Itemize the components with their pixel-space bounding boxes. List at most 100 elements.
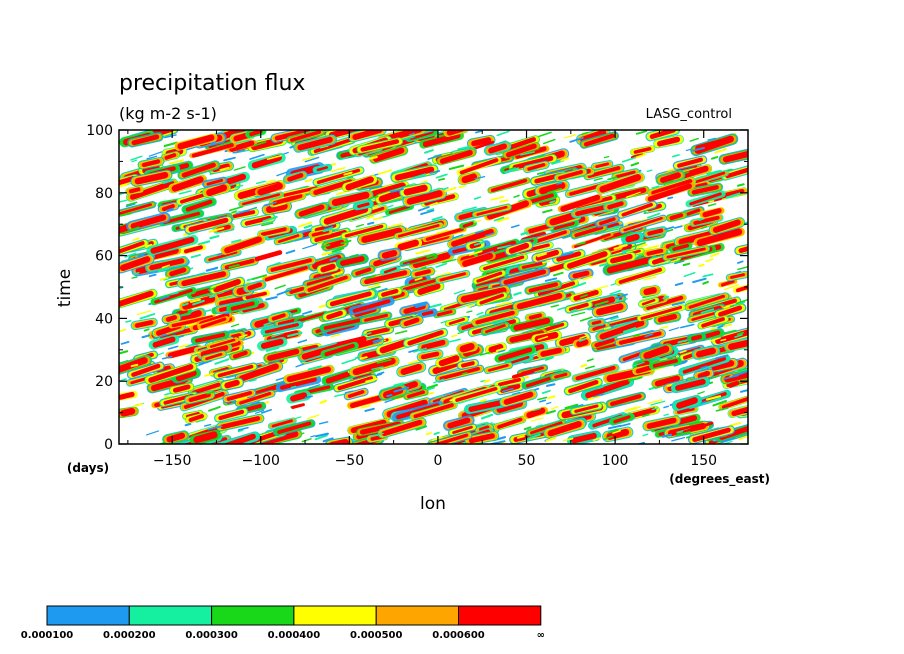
- precip-dash: [563, 134, 577, 139]
- precip-cell: [148, 364, 194, 383]
- precip-dash: [473, 219, 482, 223]
- precip-dash: [525, 433, 541, 441]
- precip-cell: [271, 419, 293, 428]
- precip-dash: [367, 282, 382, 289]
- precip-dash: [679, 350, 687, 354]
- precip-dash: [365, 377, 379, 383]
- precip-cell: [383, 267, 397, 274]
- precip-cell: [721, 396, 748, 409]
- precip-dash: [137, 253, 145, 258]
- precip-dash: [420, 180, 428, 184]
- precip-dash: [547, 395, 556, 400]
- precip-cell: [176, 309, 188, 316]
- precip-dash: [539, 399, 547, 403]
- precip-dash: [475, 130, 484, 134]
- precip-cell: [142, 164, 160, 174]
- precip-dash: [331, 270, 343, 277]
- precip-cell: [666, 247, 706, 259]
- precip-cell: [172, 380, 186, 388]
- precip-dash: [619, 422, 631, 427]
- precip-cell: [340, 256, 365, 266]
- precip-dash: [261, 222, 274, 227]
- precip-dash: [671, 301, 686, 306]
- precip-cell: [403, 184, 428, 196]
- precip-dash: [260, 408, 272, 414]
- precip-cell: [408, 276, 427, 287]
- precip-dash: [550, 405, 559, 410]
- precip-dash: [304, 178, 313, 183]
- precip-dash: [254, 409, 265, 414]
- precip-dash: [451, 234, 464, 239]
- precip-dash: [585, 365, 595, 370]
- precip-dash: [736, 331, 744, 336]
- precip-dash: [537, 396, 548, 401]
- precip-cell: [400, 363, 422, 375]
- precip-dash: [546, 401, 552, 405]
- precip-cell: [134, 171, 169, 185]
- precip-dash: [415, 425, 428, 431]
- precip-dash: [441, 258, 457, 264]
- precip-cell: [381, 288, 399, 297]
- precip-dash: [131, 159, 138, 163]
- precip-cell: [613, 415, 631, 424]
- colorbar-label: 0.000100: [21, 630, 74, 641]
- precip-cell: [498, 347, 533, 361]
- precip-dash: [623, 327, 637, 333]
- precip-cell: [606, 256, 654, 274]
- precip-dash: [285, 249, 296, 255]
- precip-dash: [425, 432, 432, 436]
- precip-dash: [545, 410, 556, 415]
- precip-dash: [709, 336, 721, 342]
- precip-dash: [237, 429, 244, 433]
- precip-cell: [618, 267, 663, 284]
- precip-cell: [587, 166, 621, 178]
- precip-dash: [189, 298, 201, 303]
- precip-dash: [408, 132, 415, 136]
- precip-dash: [265, 179, 276, 184]
- precip-dash: [603, 435, 613, 440]
- precip-cell: [505, 143, 537, 158]
- precip-dash: [438, 178, 445, 181]
- precip-dash: [473, 196, 482, 200]
- precip-cell: [599, 174, 642, 193]
- precip-dash: [647, 399, 663, 405]
- precip-dash: [230, 323, 240, 328]
- precip-dash: [203, 423, 212, 427]
- precip-cell: [633, 146, 652, 154]
- precip-cell: [432, 433, 469, 444]
- precip-dash: [367, 195, 379, 200]
- precip-dash: [663, 413, 670, 416]
- precip-dash: [603, 156, 610, 159]
- precip-dash: [297, 339, 308, 344]
- precip-dash: [683, 271, 696, 278]
- precip-cell: [355, 267, 372, 276]
- precip-cell: [324, 343, 355, 357]
- precip-cell: [615, 170, 636, 179]
- precip-cell: [247, 282, 263, 291]
- precip-cell: [682, 356, 727, 374]
- precip-dash: [499, 199, 509, 203]
- precip-cell: [540, 347, 562, 357]
- precip-cell: [313, 268, 341, 281]
- precip-dash: [545, 436, 557, 442]
- precip-dash: [496, 216, 510, 223]
- precip-cell: [652, 358, 678, 368]
- precip-cell: [242, 193, 281, 206]
- precip-dash: [420, 209, 435, 216]
- precip-dash: [262, 333, 273, 338]
- precip-dash: [576, 241, 586, 246]
- precip-dash: [475, 230, 484, 234]
- precip-cell: [244, 215, 272, 226]
- precip-dash: [579, 335, 587, 339]
- precip-dash: [170, 291, 179, 296]
- precip-dash: [647, 212, 661, 219]
- precip-dash: [324, 226, 334, 230]
- precip-dash: [391, 395, 404, 400]
- precip-cell: [120, 407, 136, 417]
- precip-dash: [408, 359, 421, 365]
- precip-dash: [549, 200, 556, 204]
- precip-cell: [249, 130, 263, 137]
- precip-cell: [538, 196, 557, 206]
- precip-dash: [232, 149, 246, 154]
- precip-cell: [381, 249, 398, 259]
